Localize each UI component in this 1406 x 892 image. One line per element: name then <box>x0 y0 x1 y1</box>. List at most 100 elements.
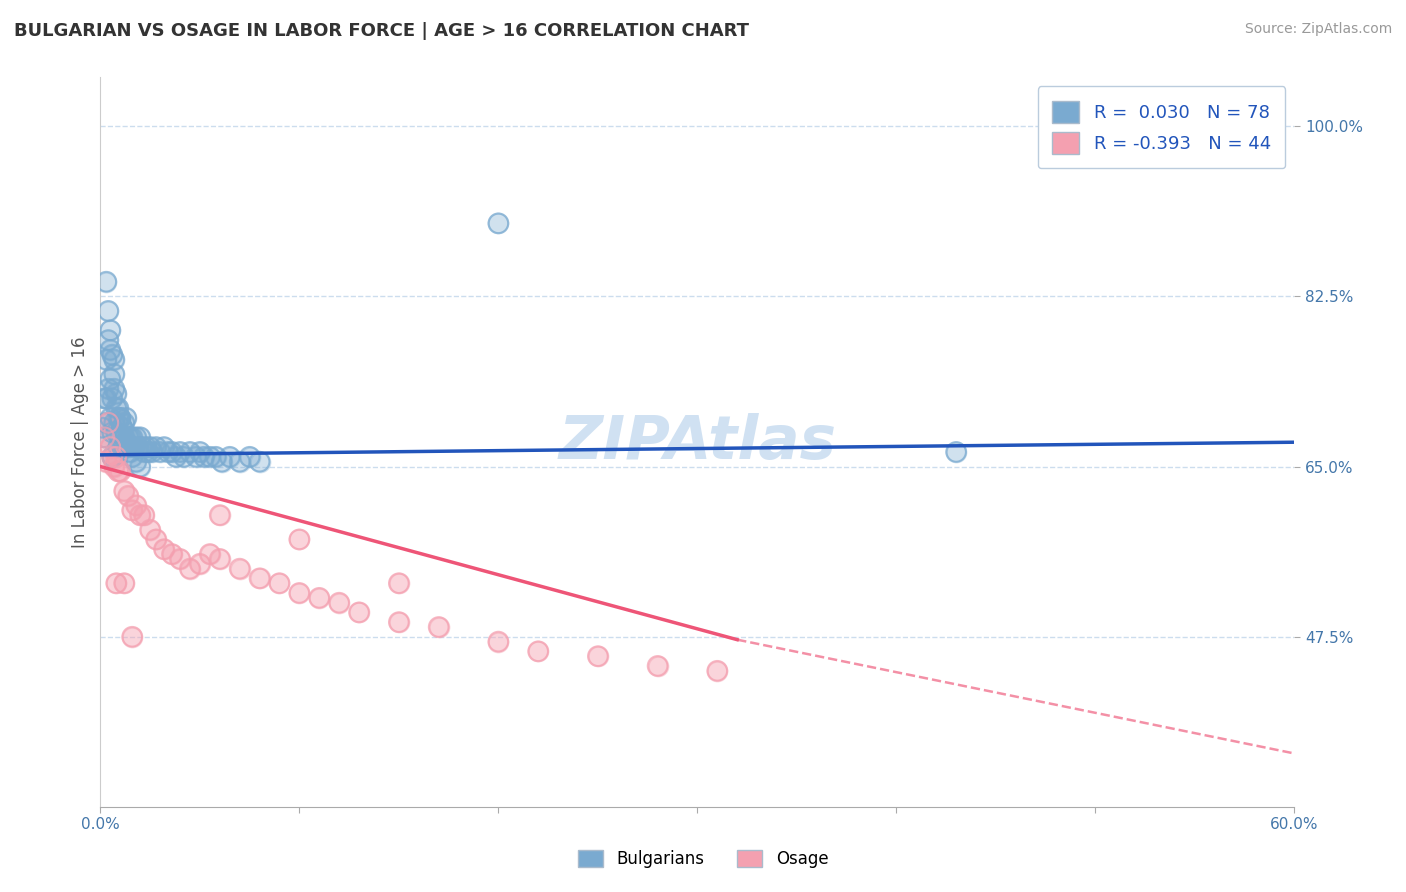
Point <box>239 450 262 464</box>
Point <box>107 440 129 454</box>
Point <box>153 440 176 454</box>
Point <box>198 547 221 561</box>
Point <box>101 392 124 406</box>
Text: ZIPAtlas: ZIPAtlas <box>558 413 837 472</box>
Point <box>586 649 609 664</box>
Point <box>179 562 201 576</box>
Point <box>388 615 411 629</box>
Point <box>98 343 121 357</box>
Point <box>125 455 148 469</box>
Point <box>121 450 143 464</box>
Point <box>129 430 152 444</box>
Point <box>308 591 330 605</box>
Point <box>139 523 162 537</box>
Point <box>97 304 120 318</box>
Point <box>121 630 143 644</box>
Point <box>112 440 135 454</box>
Point <box>586 649 609 664</box>
Point <box>96 275 118 289</box>
Point <box>188 445 211 459</box>
Point <box>111 440 134 454</box>
Point <box>134 445 156 459</box>
Point <box>96 392 118 406</box>
Point <box>121 503 143 517</box>
Point <box>101 425 124 440</box>
Point <box>111 420 134 434</box>
Point <box>110 464 132 478</box>
Point <box>112 483 135 498</box>
Point <box>110 464 132 478</box>
Point <box>129 459 152 474</box>
Point <box>105 401 128 416</box>
Point <box>193 450 215 464</box>
Point <box>103 459 125 474</box>
Point <box>127 440 149 454</box>
Point <box>121 630 143 644</box>
Point <box>97 416 120 430</box>
Point <box>98 372 121 386</box>
Text: BULGARIAN VS OSAGE IN LABOR FORCE | AGE > 16 CORRELATION CHART: BULGARIAN VS OSAGE IN LABOR FORCE | AGE … <box>14 22 749 40</box>
Point <box>208 508 231 523</box>
Point <box>198 547 221 561</box>
Point <box>131 440 153 454</box>
Point <box>111 420 134 434</box>
Point <box>239 450 262 464</box>
Point <box>112 416 135 430</box>
Point <box>136 445 159 459</box>
Point <box>145 533 167 547</box>
Point <box>105 401 128 416</box>
Point <box>111 420 134 434</box>
Point <box>97 382 120 396</box>
Point <box>112 430 135 444</box>
Point <box>98 440 121 454</box>
Point <box>204 450 226 464</box>
Point <box>198 450 221 464</box>
Point <box>98 410 121 425</box>
Point <box>98 372 121 386</box>
Point <box>269 576 291 591</box>
Point <box>249 455 271 469</box>
Point <box>149 445 172 459</box>
Point <box>105 425 128 440</box>
Point <box>288 586 311 600</box>
Point <box>107 410 129 425</box>
Point <box>117 440 139 454</box>
Point <box>96 455 118 469</box>
Point <box>93 430 115 444</box>
Point <box>211 455 233 469</box>
Point <box>120 430 142 444</box>
Point <box>169 445 191 459</box>
Point <box>647 659 669 673</box>
Point <box>249 571 271 585</box>
Point <box>179 445 201 459</box>
Point <box>145 440 167 454</box>
Point <box>105 576 128 591</box>
Point <box>103 416 125 430</box>
Point <box>120 430 142 444</box>
Point <box>98 440 121 454</box>
Point <box>93 430 115 444</box>
Point <box>125 455 148 469</box>
Y-axis label: In Labor Force | Age > 16: In Labor Force | Age > 16 <box>72 336 89 548</box>
Point <box>486 216 509 230</box>
Point <box>101 450 124 464</box>
Point <box>117 489 139 503</box>
Point <box>105 576 128 591</box>
Point <box>228 455 250 469</box>
Point <box>98 323 121 337</box>
Point <box>115 410 138 425</box>
Point <box>107 440 129 454</box>
Point <box>218 450 240 464</box>
Point <box>105 425 128 440</box>
Point <box>91 420 114 434</box>
Point <box>111 440 134 454</box>
Point <box>129 508 152 523</box>
Point <box>117 430 139 444</box>
Point <box>269 576 291 591</box>
Point <box>165 450 187 464</box>
Point <box>111 420 134 434</box>
Point <box>101 425 124 440</box>
Point <box>112 416 135 430</box>
Point <box>120 445 142 459</box>
Point <box>208 552 231 566</box>
